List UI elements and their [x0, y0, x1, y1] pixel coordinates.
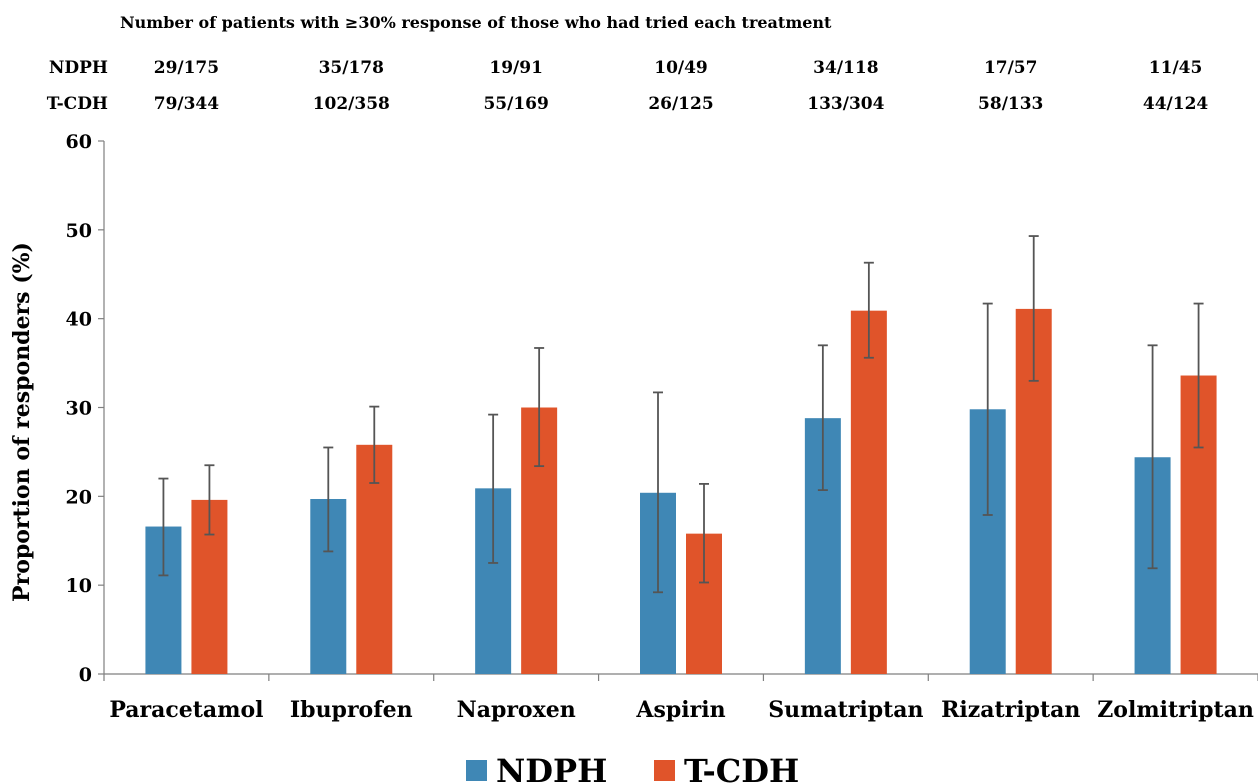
response-table: Number of patients with ≥30% response of… [47, 13, 1209, 114]
x-ticks: Paracetamol Ibuprofen Naproxen Aspirin Sumat… [103, 674, 1258, 723]
legend: NDPH T-CDH [466, 752, 799, 784]
table-row-label-tcdh: T-CDH [47, 94, 108, 114]
legend-label-tcdh: T-CDH [684, 752, 799, 784]
legend-swatch-ndph [466, 760, 487, 781]
table-row-label-ndph: NDPH [49, 58, 108, 78]
table-cell: 17/57 [984, 58, 1038, 78]
x-tick-label: Paracetamol [109, 697, 263, 723]
y-axis-title: Proportion of responders (%) [9, 242, 35, 602]
x-tick-label: Aspirin [635, 697, 725, 723]
y-tick-label: 30 [66, 398, 92, 420]
y-tick-label: 20 [66, 486, 92, 508]
x-tick-label: Ibuprofen [290, 697, 413, 723]
table-title: Number of patients with ≥30% response of… [120, 13, 832, 32]
y-tick-label: 50 [66, 220, 92, 242]
y-ticks: 0 10 20 30 40 50 60 [66, 131, 104, 686]
legend-label-ndph: NDPH [496, 752, 607, 784]
table-cell: 79/344 [154, 94, 220, 114]
y-tick-label: 60 [66, 131, 92, 153]
table-cell: 34/118 [813, 58, 878, 78]
x-tick-label: Zolmitriptan [1097, 697, 1254, 723]
y-tick-label: 10 [66, 575, 92, 597]
bar-tcdh [850, 310, 887, 674]
table-cell: 19/91 [489, 58, 543, 78]
y-tick-label: 0 [79, 664, 92, 686]
table-cell: 133/304 [807, 94, 884, 114]
table-cell: 102/358 [313, 94, 390, 114]
table-cell: 29/175 [154, 58, 219, 78]
x-tick-label: Rizatriptan [941, 697, 1080, 723]
table-cell: 35/178 [319, 58, 384, 78]
x-tick-label: Naproxen [457, 697, 576, 723]
table-cell: 26/125 [648, 94, 713, 114]
table-cell: 11/45 [1149, 58, 1203, 78]
error-bars [158, 235, 1204, 594]
x-tick-label: Sumatriptan [768, 697, 923, 723]
table-cell: 55/169 [483, 94, 548, 114]
table-cell: 10/49 [654, 58, 708, 78]
legend-swatch-tcdh [654, 760, 675, 781]
table-cell: 58/133 [978, 94, 1043, 114]
axes [103, 141, 1258, 675]
table-cells: 29/175 35/178 19/91 10/49 34/118 17/57 11/45 79… [154, 58, 1209, 114]
table-cell: 44/124 [1143, 94, 1209, 114]
bars [145, 308, 1217, 674]
y-tick-label: 40 [66, 309, 92, 331]
